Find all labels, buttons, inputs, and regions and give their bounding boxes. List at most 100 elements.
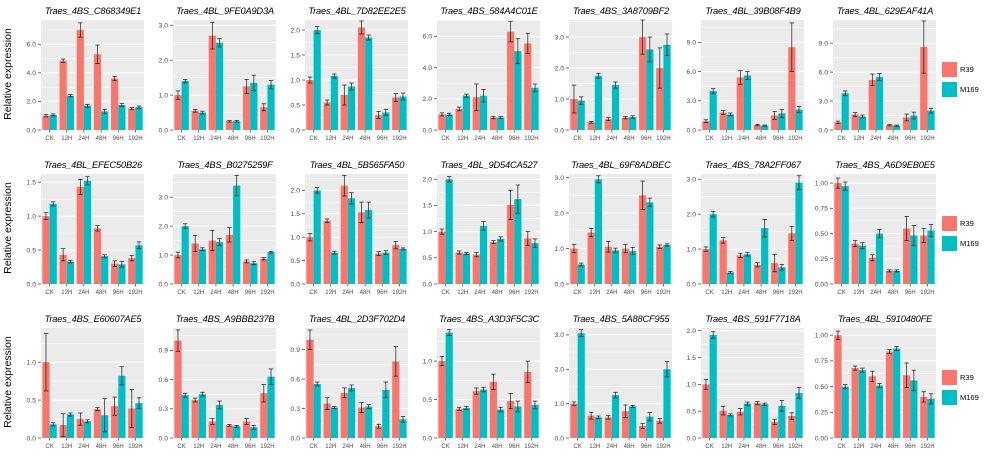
y-tick-label: 1.0 <box>291 77 301 84</box>
bar-m169-48H <box>497 117 505 130</box>
x-tick-label: 96H <box>905 290 916 296</box>
bar-m169-12H <box>594 75 602 130</box>
bar-r39-CK <box>834 183 842 284</box>
bar-r39-CK <box>702 249 710 284</box>
bar-m169-24H <box>611 395 620 438</box>
panel-strip: Traes_4BS_C868349E1 0.0 2.0 4.0 6.0 CK 12H 24H 4… <box>16 2 940 149</box>
y-tick-label: 1.5 <box>27 179 37 186</box>
bar-r39-24H <box>868 257 876 284</box>
x-tick-label: 24H <box>210 136 221 142</box>
bar-r39-192H <box>656 420 664 438</box>
expression-panel: Traes_4BL_9D54CA527 0.0 0.5 1.0 1.5 2.0 CK 12H 2… <box>412 156 544 303</box>
panel-plot: 0.0 1.0 2.0 3.0 CK 12H 24H 48H 96H 192H <box>687 174 804 296</box>
x-tick-label: CK <box>573 136 581 142</box>
plot-background <box>569 174 672 284</box>
bar-m169-24H <box>347 387 356 438</box>
x-tick-label: 96H <box>509 444 520 450</box>
x-tick-label: 48H <box>888 290 899 296</box>
bar-m169-48H <box>365 406 373 438</box>
x-tick-label: 48H <box>228 290 239 296</box>
bar-r39-192H <box>524 371 532 438</box>
plot-background <box>701 328 804 438</box>
y-tick-label: 1.00 <box>815 332 828 339</box>
y-tick-label: 0.0 <box>819 127 829 134</box>
bar-m169-CK <box>709 214 717 284</box>
expression-panel: Traes_4BL_9FE0A9D3A 0.0 1.0 2.0 3.0 CK 12H 24H 4… <box>148 2 280 149</box>
y-tick-label: 2.0 <box>423 96 433 103</box>
expression-panel: Traes_4BS_C868349E1 0.0 2.0 4.0 6.0 CK 12H 24H 4… <box>16 2 148 149</box>
bar-r39-12H <box>455 252 463 284</box>
bar-r39-12H <box>719 112 727 130</box>
bar-m169-96H <box>910 235 918 284</box>
bar-m169-192H <box>399 96 407 130</box>
y-axis-title: Relative expression <box>2 182 14 274</box>
bar-m169-48H <box>365 37 373 130</box>
bar-r39-24H <box>76 186 84 284</box>
bar-m169-12H <box>858 370 866 438</box>
expression-panel: Traes_4BL_69F8ADBEC 0.0 1.0 2.0 3.0 CK 12H 24H 4… <box>544 156 676 303</box>
x-tick-label: 96H <box>905 444 916 450</box>
y-tick-label: 1.0 <box>687 246 697 253</box>
y-tick-label: 9.0 <box>687 40 697 47</box>
plot-background <box>833 20 936 130</box>
y-tick-label: 0.50 <box>815 231 828 238</box>
bar-m169-24H <box>479 225 488 284</box>
x-tick-label: 48H <box>96 444 107 450</box>
x-tick-label: 24H <box>870 290 881 296</box>
y-tick-label: 1.0 <box>555 401 565 408</box>
x-tick-label: 12H <box>589 136 600 142</box>
panel-plot: 0.0 2.0 4.0 6.0 CK 12H 24H 48H 96H 192H <box>423 20 540 142</box>
bar-r39-96H <box>507 204 515 284</box>
x-tick-label: CK <box>441 444 449 450</box>
bar-m169-24H <box>215 42 224 130</box>
panel-plot: 0.0 3.0 6.0 9.0 CK 12H 24H 48H 96H 192H <box>819 20 936 142</box>
bar-r39-CK <box>438 361 446 438</box>
x-tick-label: CK <box>705 444 713 450</box>
panel-title: Traes_4BL_7D82EE2E5 <box>308 6 406 16</box>
bar-m169-192H <box>399 248 407 284</box>
x-tick-label: 24H <box>210 444 221 450</box>
x-tick-label: 48H <box>624 136 635 142</box>
legend-item-m169: M169 <box>942 81 992 97</box>
expression-panel: Traes_4BS_591F7718A 0.0 0.5 1.0 1.5 2.0 CK 12H 2… <box>676 310 808 457</box>
panel-title: Traes_4BS_B0275259F <box>177 160 273 170</box>
x-tick-label: 12H <box>853 444 864 450</box>
x-tick-label: 12H <box>325 136 336 142</box>
bar-m169-CK <box>49 203 57 284</box>
legend-item-m169: M169 <box>942 389 992 405</box>
x-tick-label: 12H <box>193 290 204 296</box>
bar-m169-CK <box>709 91 717 130</box>
plot-background <box>173 20 276 130</box>
x-tick-label: 192H <box>128 290 142 296</box>
bar-m169-192H <box>927 398 935 438</box>
bar-r39-CK <box>306 237 314 284</box>
bar-m169-48H <box>497 238 505 284</box>
plot-background <box>305 328 408 438</box>
panel-plot: 0.0 1.0 2.0 3.0 CK 12H 24H 48H 96H 192H <box>555 174 672 296</box>
bar-r39-12H <box>455 408 463 438</box>
bar-r39-48H <box>93 409 102 438</box>
legend-item-r39: R39 <box>942 215 992 231</box>
bar-m169-CK <box>49 115 57 130</box>
bar-m169-48H <box>233 121 241 130</box>
bar-r39-24H <box>472 254 480 284</box>
y-tick-label: 1.5 <box>291 211 301 218</box>
chart-row-3: Relative expression Traes_4BS_E60607AE5 0… <box>0 310 994 464</box>
bar-m169-CK <box>181 395 189 438</box>
bar-r39-24H <box>76 419 84 438</box>
bar-m169-24H <box>743 75 752 130</box>
y-tick-label: 0.0 <box>423 281 433 288</box>
bar-m169-96H <box>382 389 390 438</box>
x-tick-label: 24H <box>606 136 617 142</box>
bar-r39-24H <box>340 95 348 130</box>
bar-m169-CK <box>313 30 321 130</box>
y-axis-title: Relative expression <box>2 28 14 120</box>
y-tick-label: 0.5 <box>423 255 433 262</box>
y-tick-label: 0.0 <box>687 435 697 442</box>
bar-m169-192H <box>663 44 671 130</box>
legend-item-r39: R39 <box>942 61 992 77</box>
x-tick-label: 192H <box>920 290 934 296</box>
x-tick-label: 12H <box>61 444 72 450</box>
bar-r39-96H <box>243 261 251 284</box>
panel-title: Traes_4BS_3A8709BF2 <box>572 6 670 16</box>
